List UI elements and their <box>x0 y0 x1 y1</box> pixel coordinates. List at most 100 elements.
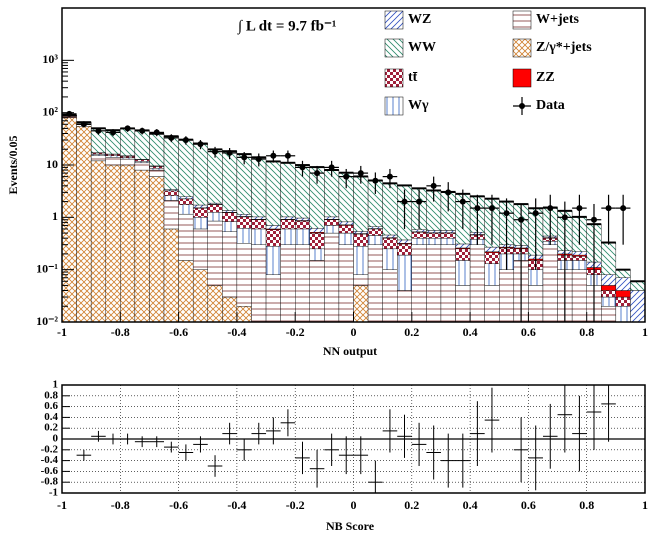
stack-segment <box>149 176 165 323</box>
stack-segment <box>309 260 325 323</box>
stack-segment <box>120 155 136 158</box>
stack-segment <box>265 229 281 247</box>
stack-segment <box>426 232 442 239</box>
stack-segment <box>265 225 281 230</box>
stack-segment <box>440 232 456 239</box>
x-tick-label: 0.2 <box>404 498 419 512</box>
stack-segment <box>455 260 471 286</box>
y-tick-label: 10 <box>46 157 58 171</box>
stack-segment <box>265 161 281 226</box>
data-point <box>518 216 525 223</box>
data-point <box>576 205 583 212</box>
x-tick-label: 1 <box>642 498 648 512</box>
legend-label: Z/γ*+jets <box>536 40 592 55</box>
stack-segment <box>163 190 179 196</box>
stack-segment <box>324 219 340 226</box>
x-axis-label: NB Score <box>326 519 375 533</box>
data-point <box>620 205 627 212</box>
stack-segment <box>236 214 252 217</box>
stack-segment <box>178 260 194 323</box>
stack-segment <box>207 204 223 213</box>
data-point <box>488 205 495 212</box>
x-tick-label: 0 <box>351 498 357 512</box>
legend-swatch <box>512 68 532 88</box>
stack-segment <box>353 176 369 232</box>
stack-segment <box>236 216 252 229</box>
stack-segment <box>615 269 631 278</box>
stack-segment <box>601 242 617 275</box>
stack-segment <box>149 167 165 171</box>
data-point <box>153 129 160 136</box>
stack-segment <box>265 246 281 275</box>
stack-segment <box>411 231 427 239</box>
y-tick-label: 1 <box>52 209 58 223</box>
stack-segment <box>440 237 456 245</box>
stack-segment <box>426 244 442 323</box>
y-tick-label: 10³ <box>42 52 58 66</box>
data-point <box>226 149 233 156</box>
legend-swatch <box>384 96 404 116</box>
stack-segment <box>397 290 413 323</box>
x-tick-label: -0.6 <box>169 498 188 512</box>
y-tick-label: 10² <box>42 104 58 118</box>
stack-segment <box>615 296 631 307</box>
y-tick-label: 0.2 <box>44 422 58 434</box>
stack-segment <box>134 161 150 164</box>
data-point <box>401 198 408 205</box>
legend-label: WZ <box>408 12 431 27</box>
stack-segment <box>382 248 398 270</box>
stack-segment <box>324 225 340 234</box>
stack-segment <box>411 237 427 245</box>
stack-segment <box>630 290 646 323</box>
stack-segment <box>280 216 296 220</box>
stack-segment <box>455 285 471 323</box>
stack-segment <box>382 269 398 323</box>
stack-segment <box>280 244 296 323</box>
stack-segment <box>295 220 310 230</box>
y-tick-label: 10⁻¹ <box>36 261 58 275</box>
stack-segment <box>105 157 121 166</box>
data-point <box>284 152 291 159</box>
x-tick-label: 0 <box>351 325 357 339</box>
stack-segment <box>222 221 238 232</box>
legend-label: W+jets <box>536 12 580 27</box>
stack-segment <box>280 162 296 218</box>
stack-segment <box>178 196 194 199</box>
stack-segment <box>207 212 223 222</box>
stack-segment <box>134 162 150 171</box>
stack-segment <box>90 154 106 156</box>
data-point <box>343 173 350 180</box>
data-point <box>255 156 262 163</box>
stack-segment <box>382 237 398 250</box>
x-tick-label: 0.8 <box>579 498 594 512</box>
stack-segment <box>178 198 194 205</box>
data-point <box>66 110 73 117</box>
data-point <box>95 127 102 134</box>
stack-segment <box>134 159 150 162</box>
stack-segment <box>469 244 485 323</box>
stack-segment <box>120 128 136 156</box>
stack-segment <box>353 274 369 286</box>
stack-segment <box>397 243 413 256</box>
y-tick-label: 1 <box>53 379 59 391</box>
stack-segment <box>571 256 587 261</box>
data-point <box>357 170 364 177</box>
stack-segment <box>222 151 238 211</box>
stack-segment <box>178 204 194 215</box>
data-point <box>212 148 219 155</box>
stack-segment <box>426 237 442 245</box>
stack-segment <box>601 285 617 291</box>
stack-segment <box>528 269 544 286</box>
stack-segment <box>499 269 515 323</box>
data-point <box>430 182 437 189</box>
stack-segment <box>484 246 500 252</box>
stack-segment <box>163 195 179 201</box>
x-tick-label: 0.4 <box>463 325 478 339</box>
stack-segment <box>251 228 267 245</box>
stack-segment <box>295 228 310 245</box>
x-tick-label: 0.6 <box>521 325 536 339</box>
stack-segment <box>338 221 354 225</box>
stack-segment <box>397 254 413 291</box>
stack-segment <box>367 235 383 245</box>
